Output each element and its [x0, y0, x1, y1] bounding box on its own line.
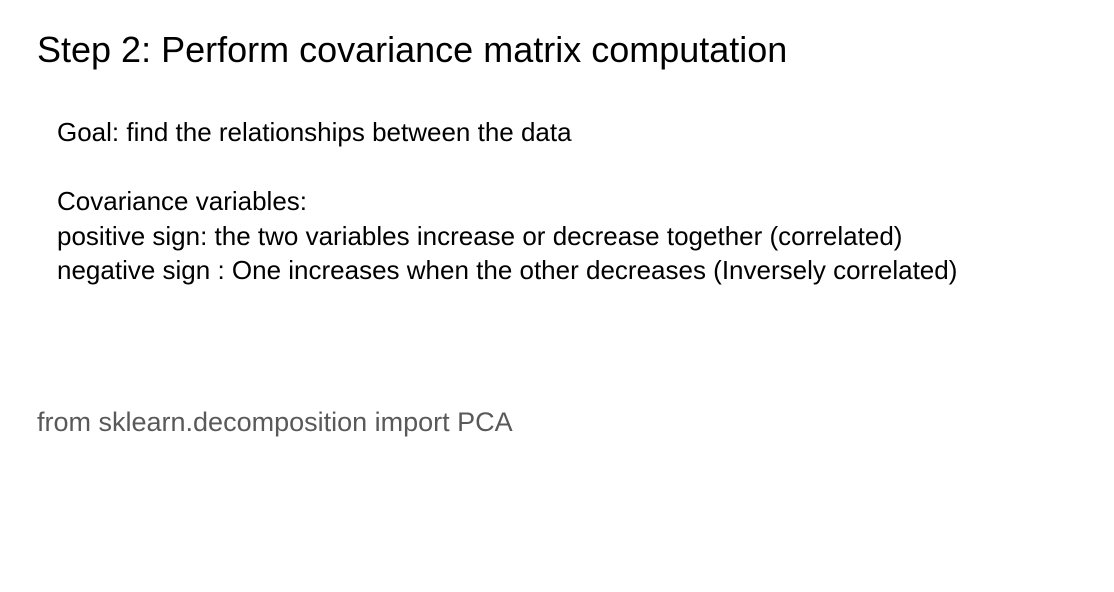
code-import-line: from sklearn.decomposition import PCA: [37, 407, 513, 437]
goal-text: Goal: find the relationships between the…: [57, 117, 572, 147]
negative-sign-line: negative sign : One increases when the o…: [57, 255, 958, 285]
slide-body: Goal: find the relationships between the…: [57, 115, 957, 288]
positive-sign-line: positive sign: the two variables increas…: [57, 220, 903, 251]
covariance-heading: Covariance variables:: [57, 186, 308, 216]
slide-title: Step 2: Perform covariance matrix comput…: [37, 29, 788, 70]
blank-line: [57, 150, 957, 185]
